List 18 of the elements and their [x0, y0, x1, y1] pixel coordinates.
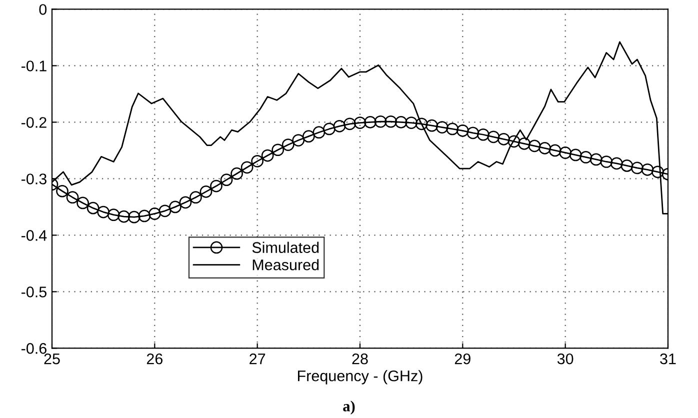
- legend-label: Measured: [252, 259, 319, 270]
- x-tick-label: 28: [352, 353, 368, 364]
- x-axis-title: Frequency - (GHz): [298, 370, 422, 384]
- y-tick-label: -0.1: [21, 60, 46, 72]
- y-tick-label: -0.4: [21, 230, 47, 241]
- x-tick-label: 25: [44, 353, 60, 364]
- x-tick-label: 27: [250, 353, 266, 364]
- y-tick-label: 0: [39, 4, 47, 15]
- x-tick-label: 26: [146, 353, 162, 364]
- y-tick-label: -0.3: [21, 174, 46, 184]
- x-tick-label: 31: [660, 353, 676, 364]
- x-tick-label: 29: [454, 353, 470, 364]
- y-tick-label: -0.6: [21, 343, 46, 354]
- legend-label: Simulated: [252, 242, 319, 253]
- y-tick-label: -0.2: [21, 117, 46, 128]
- text: a): [343, 400, 355, 414]
- x-tick-label: 30: [557, 353, 574, 364]
- y-tick-label: -0.5: [21, 286, 46, 298]
